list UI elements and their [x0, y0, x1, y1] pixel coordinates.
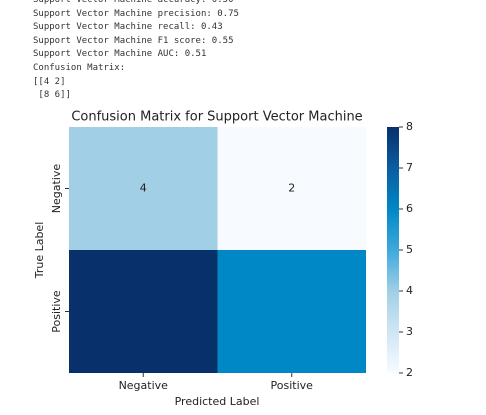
colorbar: [387, 127, 399, 373]
y-tick-label: Positive: [50, 290, 63, 333]
output-line: [8 6]]: [33, 90, 71, 101]
output-line: Support Vector Machine recall: 0.43: [33, 22, 223, 33]
colorbar-tick-label: 5: [406, 243, 413, 256]
output-line: Support Vector Machine precision: 0.75: [33, 8, 239, 19]
chart-title: Confusion Matrix for Support Vector Mach…: [71, 110, 362, 125]
y-tick-label: Negative: [50, 164, 63, 214]
colorbar-tick-label: 3: [406, 325, 413, 338]
output-line: Support Vector Machine accuracy: 0.50: [33, 0, 234, 5]
x-tick-label: Positive: [271, 379, 314, 392]
x-axis-label: Predicted Label: [175, 395, 260, 408]
cell-label: 2: [288, 182, 295, 195]
heatmap-cell: [217, 127, 366, 250]
heatmap-cell: [69, 127, 218, 250]
colorbar-tick-label: 2: [406, 366, 413, 379]
cell-label: 4: [140, 182, 147, 195]
colorbar-tick-label: 7: [406, 161, 413, 174]
heatmap-cell: [217, 250, 366, 373]
heatmap-cell: [69, 250, 218, 373]
colorbar-tick-label: 6: [406, 202, 413, 215]
output-line: [[4 2]: [33, 76, 66, 87]
colorbar-tick-label: 4: [406, 284, 413, 297]
output-line: Confusion Matrix:: [33, 62, 126, 73]
console-output: Support Vector Machine accuracy: 0.50 Sup…: [33, 0, 239, 103]
colorbar-tick-label: 8: [406, 120, 413, 133]
output-line: Support Vector Machine F1 score: 0.55: [33, 35, 234, 46]
y-axis-label: True Label: [33, 222, 46, 280]
output-line: Support Vector Machine AUC: 0.51: [33, 49, 207, 60]
x-tick-label: Negative: [119, 379, 169, 392]
